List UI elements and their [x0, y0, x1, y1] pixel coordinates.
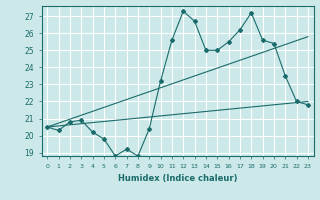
X-axis label: Humidex (Indice chaleur): Humidex (Indice chaleur) — [118, 174, 237, 183]
